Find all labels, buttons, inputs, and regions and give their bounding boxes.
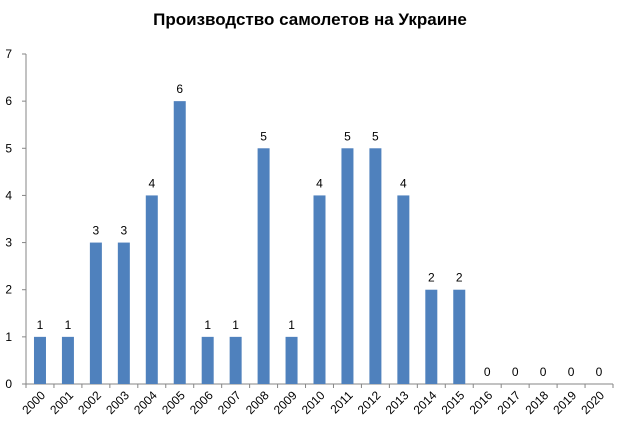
bar xyxy=(397,195,410,384)
x-tick-label: 2017 xyxy=(495,388,524,417)
y-tick-label: 1 xyxy=(5,330,12,344)
y-axis: 0 1 2 3 4 5 6 7 xyxy=(5,47,27,391)
x-tick-label: 2014 xyxy=(411,388,440,417)
bar xyxy=(145,195,158,384)
data-label: 0 xyxy=(596,365,603,379)
x-tick-label: 2006 xyxy=(187,388,216,417)
x-tick-label: 2018 xyxy=(522,388,551,417)
data-label: 3 xyxy=(93,224,100,238)
data-label: 4 xyxy=(148,176,155,190)
y-tick-label: 6 xyxy=(5,94,12,108)
bar xyxy=(89,242,102,384)
data-label: 1 xyxy=(204,318,211,332)
data-label: 2 xyxy=(456,271,463,285)
data-label: 5 xyxy=(372,129,379,143)
data-label: 0 xyxy=(568,365,575,379)
data-label: 4 xyxy=(316,176,323,190)
y-tick-label: 2 xyxy=(5,283,12,297)
bar xyxy=(285,336,298,384)
x-tick-label: 2019 xyxy=(550,388,579,417)
bar xyxy=(341,148,354,384)
bar xyxy=(201,336,214,384)
bar xyxy=(453,289,466,384)
bar xyxy=(61,336,74,384)
bar xyxy=(229,336,242,384)
bar xyxy=(33,336,46,384)
data-label: 1 xyxy=(288,318,295,332)
data-label: 4 xyxy=(400,176,407,190)
data-label: 0 xyxy=(540,365,547,379)
x-tick-label: 2013 xyxy=(383,388,412,417)
x-tick-label: 2016 xyxy=(467,388,496,417)
data-label: 1 xyxy=(232,318,239,332)
x-tick-label: 2001 xyxy=(47,388,76,417)
x-tick-label: 2002 xyxy=(75,388,104,417)
bars: 1 1 3 3 4 6 1 1 5 1 4 5 5 4 2 2 0 0 0 0 0 xyxy=(33,82,603,385)
x-tick-label: 2007 xyxy=(215,388,244,417)
x-tick-label: 2009 xyxy=(271,388,300,417)
x-tick-label: 2004 xyxy=(131,388,160,417)
data-label: 1 xyxy=(37,318,44,332)
chart-title: Производство самолетов на Украине xyxy=(153,10,467,29)
x-tick-label: 2010 xyxy=(299,388,328,417)
data-label: 1 xyxy=(65,318,72,332)
x-tick-label: 2011 xyxy=(327,388,355,416)
x-tick-label: 2015 xyxy=(439,388,468,417)
x-tick-label: 2005 xyxy=(159,388,188,417)
data-label: 5 xyxy=(344,129,351,143)
bar xyxy=(369,148,382,384)
bar xyxy=(425,289,438,384)
data-label: 6 xyxy=(176,82,183,96)
bar xyxy=(257,148,270,384)
x-tick-label: 2008 xyxy=(243,388,272,417)
bar xyxy=(173,101,186,385)
y-tick-label: 4 xyxy=(5,188,12,202)
y-tick-label: 7 xyxy=(5,47,12,61)
data-label: 0 xyxy=(484,365,491,379)
x-axis: 2000 2001 2002 2003 2004 2005 2006 2007 2008 2009… xyxy=(19,383,614,417)
x-tick-label: 2012 xyxy=(355,388,384,417)
x-tick-label: 2000 xyxy=(19,388,48,417)
bar xyxy=(313,195,326,384)
x-tick-label: 2003 xyxy=(103,388,132,417)
x-tick-label: 2020 xyxy=(578,388,607,417)
data-label: 5 xyxy=(260,129,267,143)
y-tick-label: 5 xyxy=(5,141,12,155)
bar xyxy=(117,242,130,384)
y-tick-label: 3 xyxy=(5,236,12,250)
data-label: 0 xyxy=(512,365,519,379)
y-tick-label: 0 xyxy=(5,377,12,391)
data-label: 2 xyxy=(428,271,435,285)
data-label: 3 xyxy=(120,224,127,238)
